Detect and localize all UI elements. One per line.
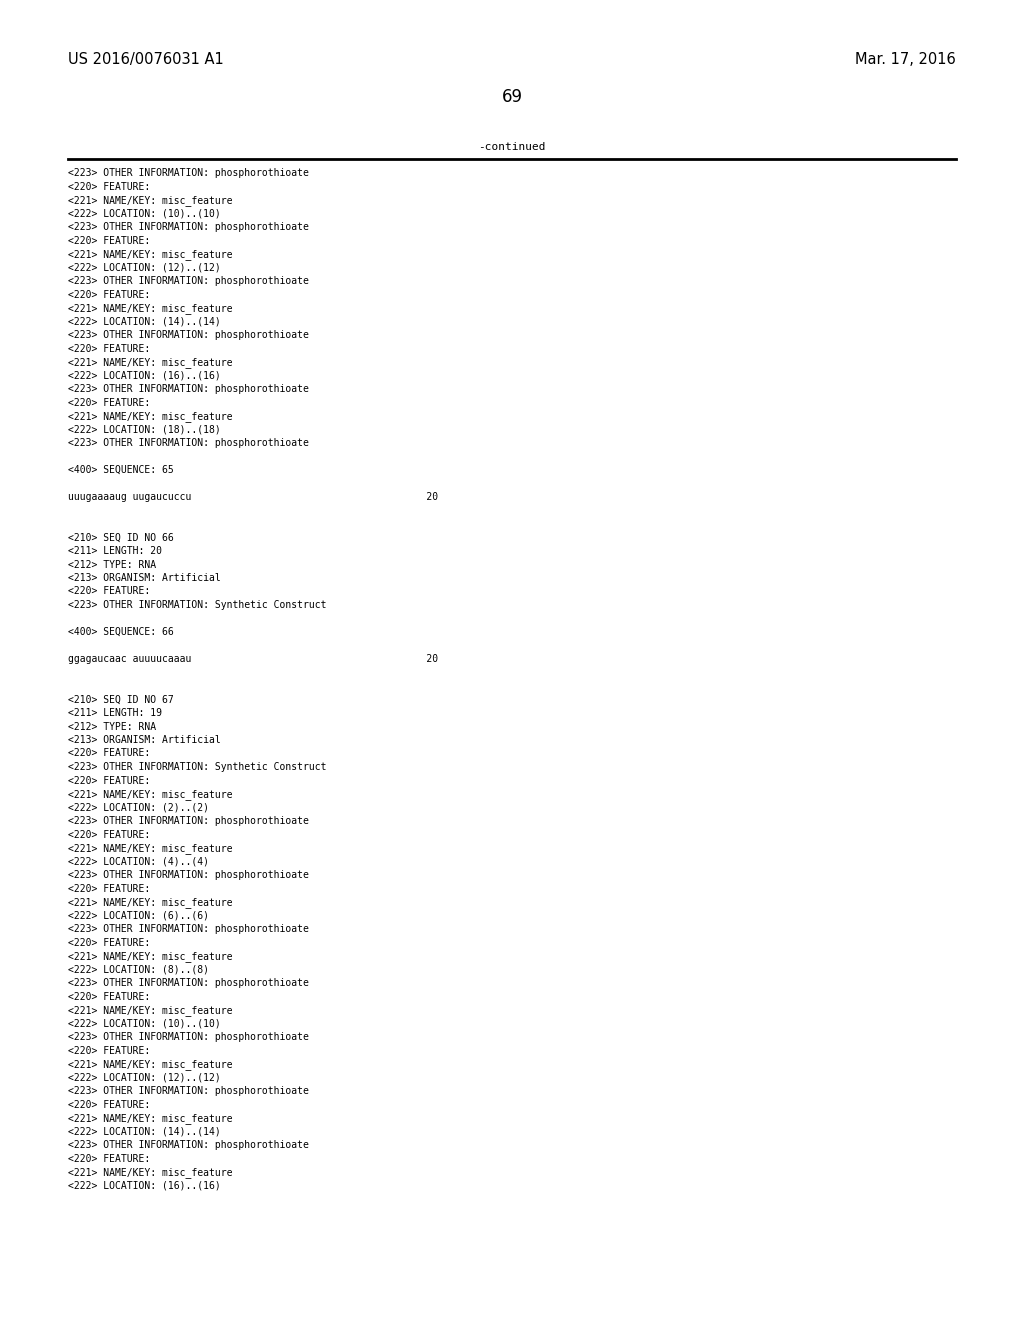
Text: <400> SEQUENCE: 66: <400> SEQUENCE: 66: [68, 627, 174, 638]
Text: <222> LOCATION: (18)..(18): <222> LOCATION: (18)..(18): [68, 425, 221, 434]
Text: <222> LOCATION: (6)..(6): <222> LOCATION: (6)..(6): [68, 911, 209, 920]
Text: <222> LOCATION: (14)..(14): <222> LOCATION: (14)..(14): [68, 317, 221, 326]
Text: <220> FEATURE:: <220> FEATURE:: [68, 289, 151, 300]
Text: <223> OTHER INFORMATION: phosphorothioate: <223> OTHER INFORMATION: phosphorothioat…: [68, 438, 309, 447]
Text: <223> OTHER INFORMATION: phosphorothioate: <223> OTHER INFORMATION: phosphorothioat…: [68, 168, 309, 178]
Text: <222> LOCATION: (16)..(16): <222> LOCATION: (16)..(16): [68, 371, 221, 380]
Text: <221> NAME/KEY: misc_feature: <221> NAME/KEY: misc_feature: [68, 356, 232, 368]
Text: <223> OTHER INFORMATION: phosphorothioate: <223> OTHER INFORMATION: phosphorothioat…: [68, 1086, 309, 1096]
Text: <210> SEQ ID NO 66: <210> SEQ ID NO 66: [68, 532, 174, 543]
Text: <221> NAME/KEY: misc_feature: <221> NAME/KEY: misc_feature: [68, 843, 232, 854]
Text: -continued: -continued: [478, 143, 546, 152]
Text: uuugaaaaug uugaucuccu                                        20: uuugaaaaug uugaucuccu 20: [68, 492, 438, 502]
Text: <212> TYPE: RNA: <212> TYPE: RNA: [68, 560, 156, 569]
Text: ggagaucaac auuuucaaau                                        20: ggagaucaac auuuucaaau 20: [68, 653, 438, 664]
Text: <221> NAME/KEY: misc_feature: <221> NAME/KEY: misc_feature: [68, 950, 232, 962]
Text: <222> LOCATION: (10)..(10): <222> LOCATION: (10)..(10): [68, 1019, 221, 1028]
Text: <221> NAME/KEY: misc_feature: <221> NAME/KEY: misc_feature: [68, 898, 232, 908]
Text: <222> LOCATION: (8)..(8): <222> LOCATION: (8)..(8): [68, 965, 209, 974]
Text: <220> FEATURE:: <220> FEATURE:: [68, 397, 151, 408]
Text: <220> FEATURE:: <220> FEATURE:: [68, 748, 151, 759]
Text: <222> LOCATION: (12)..(12): <222> LOCATION: (12)..(12): [68, 1072, 221, 1082]
Text: <220> FEATURE:: <220> FEATURE:: [68, 883, 151, 894]
Text: <220> FEATURE:: <220> FEATURE:: [68, 829, 151, 840]
Text: <221> NAME/KEY: misc_feature: <221> NAME/KEY: misc_feature: [68, 1113, 232, 1123]
Text: <220> FEATURE:: <220> FEATURE:: [68, 586, 151, 597]
Text: <220> FEATURE:: <220> FEATURE:: [68, 343, 151, 354]
Text: <221> NAME/KEY: misc_feature: <221> NAME/KEY: misc_feature: [68, 789, 232, 800]
Text: <222> LOCATION: (2)..(2): <222> LOCATION: (2)..(2): [68, 803, 209, 813]
Text: <223> OTHER INFORMATION: phosphorothioate: <223> OTHER INFORMATION: phosphorothioat…: [68, 222, 309, 232]
Text: <212> TYPE: RNA: <212> TYPE: RNA: [68, 722, 156, 731]
Text: <223> OTHER INFORMATION: phosphorothioate: <223> OTHER INFORMATION: phosphorothioat…: [68, 816, 309, 826]
Text: <220> FEATURE:: <220> FEATURE:: [68, 991, 151, 1002]
Text: <223> OTHER INFORMATION: phosphorothioate: <223> OTHER INFORMATION: phosphorothioat…: [68, 870, 309, 880]
Text: <213> ORGANISM: Artificial: <213> ORGANISM: Artificial: [68, 735, 221, 744]
Text: <223> OTHER INFORMATION: phosphorothioate: <223> OTHER INFORMATION: phosphorothioat…: [68, 330, 309, 341]
Text: 69: 69: [502, 88, 522, 106]
Text: <220> FEATURE:: <220> FEATURE:: [68, 1100, 151, 1110]
Text: <221> NAME/KEY: misc_feature: <221> NAME/KEY: misc_feature: [68, 1005, 232, 1016]
Text: <220> FEATURE:: <220> FEATURE:: [68, 235, 151, 246]
Text: <221> NAME/KEY: misc_feature: <221> NAME/KEY: misc_feature: [68, 1059, 232, 1071]
Text: <221> NAME/KEY: misc_feature: <221> NAME/KEY: misc_feature: [68, 1167, 232, 1177]
Text: <221> NAME/KEY: misc_feature: <221> NAME/KEY: misc_feature: [68, 304, 232, 314]
Text: <222> LOCATION: (4)..(4): <222> LOCATION: (4)..(4): [68, 857, 209, 866]
Text: <210> SEQ ID NO 67: <210> SEQ ID NO 67: [68, 694, 174, 705]
Text: <220> FEATURE:: <220> FEATURE:: [68, 1154, 151, 1163]
Text: <223> OTHER INFORMATION: phosphorothioate: <223> OTHER INFORMATION: phosphorothioat…: [68, 978, 309, 987]
Text: <223> OTHER INFORMATION: Synthetic Construct: <223> OTHER INFORMATION: Synthetic Const…: [68, 601, 327, 610]
Text: <223> OTHER INFORMATION: phosphorothioate: <223> OTHER INFORMATION: phosphorothioat…: [68, 1032, 309, 1041]
Text: <400> SEQUENCE: 65: <400> SEQUENCE: 65: [68, 465, 174, 475]
Text: <220> FEATURE:: <220> FEATURE:: [68, 1045, 151, 1056]
Text: <223> OTHER INFORMATION: phosphorothioate: <223> OTHER INFORMATION: phosphorothioat…: [68, 276, 309, 286]
Text: <220> FEATURE:: <220> FEATURE:: [68, 776, 151, 785]
Text: <222> LOCATION: (12)..(12): <222> LOCATION: (12)..(12): [68, 263, 221, 272]
Text: <222> LOCATION: (14)..(14): <222> LOCATION: (14)..(14): [68, 1126, 221, 1137]
Text: <211> LENGTH: 20: <211> LENGTH: 20: [68, 546, 162, 556]
Text: <222> LOCATION: (16)..(16): <222> LOCATION: (16)..(16): [68, 1180, 221, 1191]
Text: Mar. 17, 2016: Mar. 17, 2016: [855, 51, 956, 67]
Text: <221> NAME/KEY: misc_feature: <221> NAME/KEY: misc_feature: [68, 249, 232, 260]
Text: <213> ORGANISM: Artificial: <213> ORGANISM: Artificial: [68, 573, 221, 583]
Text: <223> OTHER INFORMATION: phosphorothioate: <223> OTHER INFORMATION: phosphorothioat…: [68, 384, 309, 393]
Text: <223> OTHER INFORMATION: phosphorothioate: <223> OTHER INFORMATION: phosphorothioat…: [68, 924, 309, 935]
Text: <222> LOCATION: (10)..(10): <222> LOCATION: (10)..(10): [68, 209, 221, 219]
Text: <211> LENGTH: 19: <211> LENGTH: 19: [68, 708, 162, 718]
Text: US 2016/0076031 A1: US 2016/0076031 A1: [68, 51, 224, 67]
Text: <223> OTHER INFORMATION: phosphorothioate: <223> OTHER INFORMATION: phosphorothioat…: [68, 1140, 309, 1150]
Text: <223> OTHER INFORMATION: Synthetic Construct: <223> OTHER INFORMATION: Synthetic Const…: [68, 762, 327, 772]
Text: <220> FEATURE:: <220> FEATURE:: [68, 181, 151, 191]
Text: <220> FEATURE:: <220> FEATURE:: [68, 937, 151, 948]
Text: <221> NAME/KEY: misc_feature: <221> NAME/KEY: misc_feature: [68, 411, 232, 422]
Text: <221> NAME/KEY: misc_feature: <221> NAME/KEY: misc_feature: [68, 195, 232, 206]
